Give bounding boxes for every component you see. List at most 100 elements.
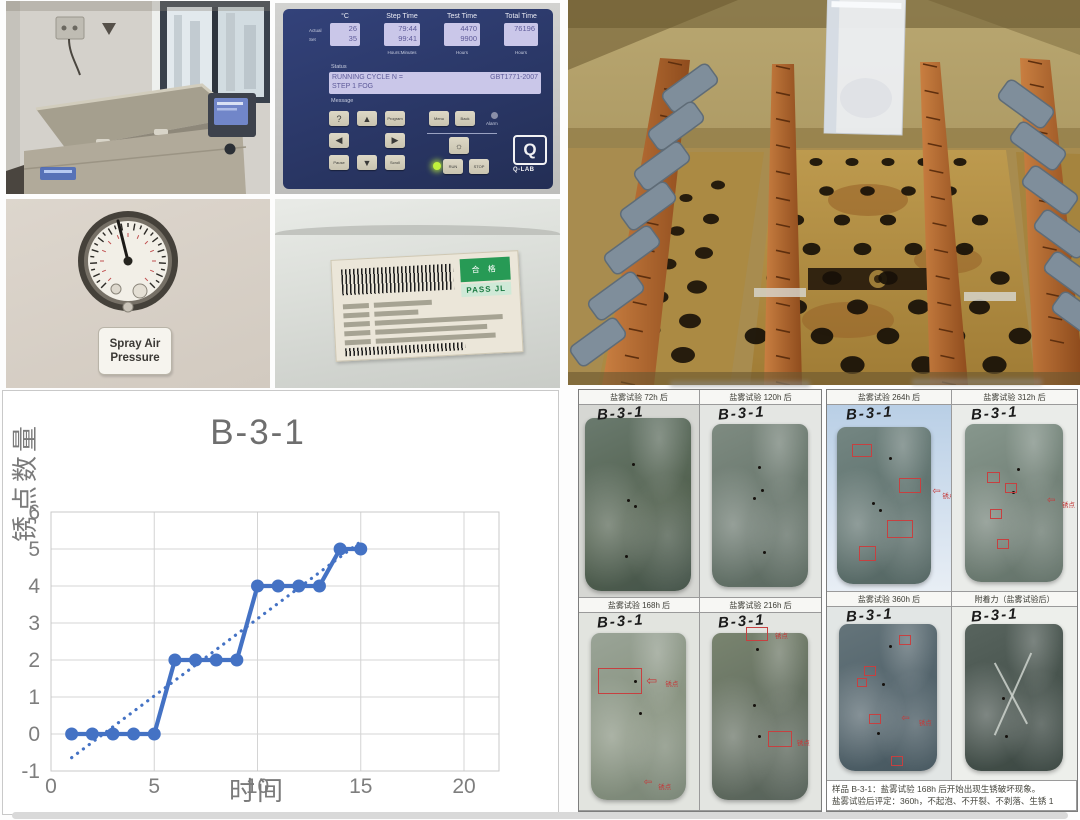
left-arrow-key[interactable]: ◀ <box>329 133 349 148</box>
rust-annotation-box <box>598 668 643 695</box>
alarm-label: Alarm <box>486 121 498 126</box>
total-time-value: 76196 <box>514 24 535 33</box>
panel-sheen <box>591 632 686 801</box>
barcode-bottom <box>345 342 466 357</box>
svg-text:0: 0 <box>45 775 57 798</box>
rust-annotation-text: 锈点 <box>942 492 951 500</box>
tag-value-bar <box>375 323 488 335</box>
svg-text:5: 5 <box>148 775 160 798</box>
scroll-key[interactable]: Scroll <box>385 155 405 170</box>
rust-annotation-box <box>891 755 904 766</box>
sample-label-120h: 盐雾试验 120h 后 <box>700 390 821 405</box>
svg-text:10: 10 <box>246 775 269 798</box>
rust-dot <box>753 703 757 707</box>
program-key[interactable]: Program <box>385 111 405 126</box>
panel-sheen <box>712 424 808 588</box>
lamp-key[interactable]: ☼ <box>449 137 469 154</box>
rust-annotation-box <box>898 634 911 645</box>
rust-dot <box>624 554 628 558</box>
test-panel <box>712 424 808 588</box>
rust-arrow-icon: ⇦ <box>901 713 910 725</box>
chart-title: B-3-1 <box>210 413 306 452</box>
calibration-label: 合 格 PASS JL <box>330 250 524 362</box>
rust-annotation-text: 锈点 <box>658 784 672 792</box>
down-arrow-key[interactable]: ▼ <box>357 155 377 170</box>
calibration-tag-photo: 合 格 PASS JL <box>275 199 560 388</box>
sample-label-216h: 盐雾试验 216h 后 <box>700 598 821 613</box>
rust-arrow-icon: ⇦ <box>1047 495 1056 507</box>
rust-arrow-icon: ⇦ <box>646 673 658 689</box>
rust-count-chart: B-3-1 锈点数量 -1 0 1 2 3 4 5 6 0 5 10 15 20 时间 <box>2 390 559 815</box>
tray-edge <box>275 225 560 235</box>
rust-annotation-box <box>987 471 1000 483</box>
rust-annotation-box <box>898 477 921 493</box>
rust-annotation-box <box>745 626 768 641</box>
status-cycle-text: RUNNING CYCLE N = <box>332 74 403 81</box>
rust-annotation-box <box>1004 483 1017 494</box>
chamber-photo-art <box>6 1 270 194</box>
rust-annotation-text: 锈点 <box>796 740 810 748</box>
sample-label-312h: 盐雾试验 312h 后 <box>952 390 1077 405</box>
result-caption: 样品 B-3-1：盐雾试验 168h 后开始出现生锈破坏现象。 盐雾试验后评定：… <box>827 781 1077 811</box>
help-key[interactable]: ? <box>329 111 349 126</box>
rust-annotation-box <box>997 538 1009 549</box>
temp-actual-value: 26 <box>348 24 357 33</box>
rust-annotation-text: 锈点 <box>775 632 789 640</box>
rust-dot <box>634 679 638 683</box>
pressure-gauge-photo: Spray Air Pressure <box>6 199 270 388</box>
svg-text:2: 2 <box>28 649 40 672</box>
rust-annotation-box <box>869 714 882 725</box>
stop-key[interactable]: STOP <box>469 159 489 174</box>
tag-value-bar <box>375 332 496 344</box>
tag-field-bar <box>343 312 370 318</box>
up-arrow-key[interactable]: ▲ <box>357 111 377 126</box>
temp-set-value: 35 <box>348 34 357 44</box>
test-actual-value: 4470 <box>460 24 477 33</box>
run-led <box>433 162 441 170</box>
rust-dot <box>760 489 764 493</box>
svg-text:6: 6 <box>28 501 40 524</box>
test-set-value: 9900 <box>460 34 477 44</box>
rust-annotation-box <box>859 546 877 562</box>
back-key[interactable]: Back <box>455 111 475 126</box>
salt-spray-grid-left: 盐雾试验 72h 后 盐雾试验 120h 后 B-3-1 B-3-1 盐雾试验 … <box>578 389 822 812</box>
tag-field-bar <box>342 303 370 309</box>
rust-annotation-box <box>864 665 877 676</box>
handwritten-sample-id: B-3-1 <box>845 405 894 424</box>
handwritten-sample-id: B-3-1 <box>970 607 1019 626</box>
salt-spray-grid-right: 盐雾试验 264h 后 盐雾试验 312h 后 B-3-1 ⇦ 锈点 B-3-1… <box>826 389 1078 812</box>
controller-panel-photo: °C Step Time Test Time Total Time Actual… <box>275 3 560 194</box>
rust-dot <box>881 683 885 687</box>
test-panel <box>585 418 691 592</box>
rust-dot <box>753 497 757 501</box>
svg-text:5: 5 <box>28 538 40 561</box>
page-bottom-edge <box>12 812 1068 819</box>
svg-text:0: 0 <box>28 723 40 746</box>
tag-value-bar <box>374 309 419 317</box>
menu-key[interactable]: Menu <box>429 111 449 126</box>
caption-line1: 样品 B-3-1：盐雾试验 168h 后开始出现生锈破坏现象。 <box>832 784 1041 794</box>
rust-dot <box>1004 735 1008 739</box>
rust-annotation-box <box>856 677 867 687</box>
rust-arrow-icon: ⇦ <box>643 777 653 789</box>
test-unit-label: Hours <box>455 50 469 55</box>
test-time-header: Test Time <box>447 13 477 20</box>
pause-key[interactable]: Pause <box>329 155 349 170</box>
run-key[interactable]: RUN <box>443 159 463 174</box>
tag-value-bar <box>373 299 432 308</box>
sample-photo-168h: B-3-1 ⇦ 锈点 ⇦ 锈点 <box>579 613 700 811</box>
right-arrow-key[interactable]: ▶ <box>385 133 405 148</box>
svg-text:1: 1 <box>28 686 40 709</box>
total-time-display: 76196 <box>504 23 538 46</box>
rust-dot <box>1012 490 1015 494</box>
rust-dot <box>876 731 880 735</box>
rust-dot <box>634 504 638 508</box>
step-actual-value: 79:44 <box>398 24 417 33</box>
handwritten-sample-id: B-3-1 <box>970 405 1019 424</box>
handwritten-sample-id: B-3-1 <box>845 607 894 626</box>
rust-arrow-icon: ⇦ <box>932 485 941 497</box>
rust-dot <box>762 550 766 554</box>
rust-dot <box>879 509 883 513</box>
rust-annotation-box <box>886 520 913 539</box>
